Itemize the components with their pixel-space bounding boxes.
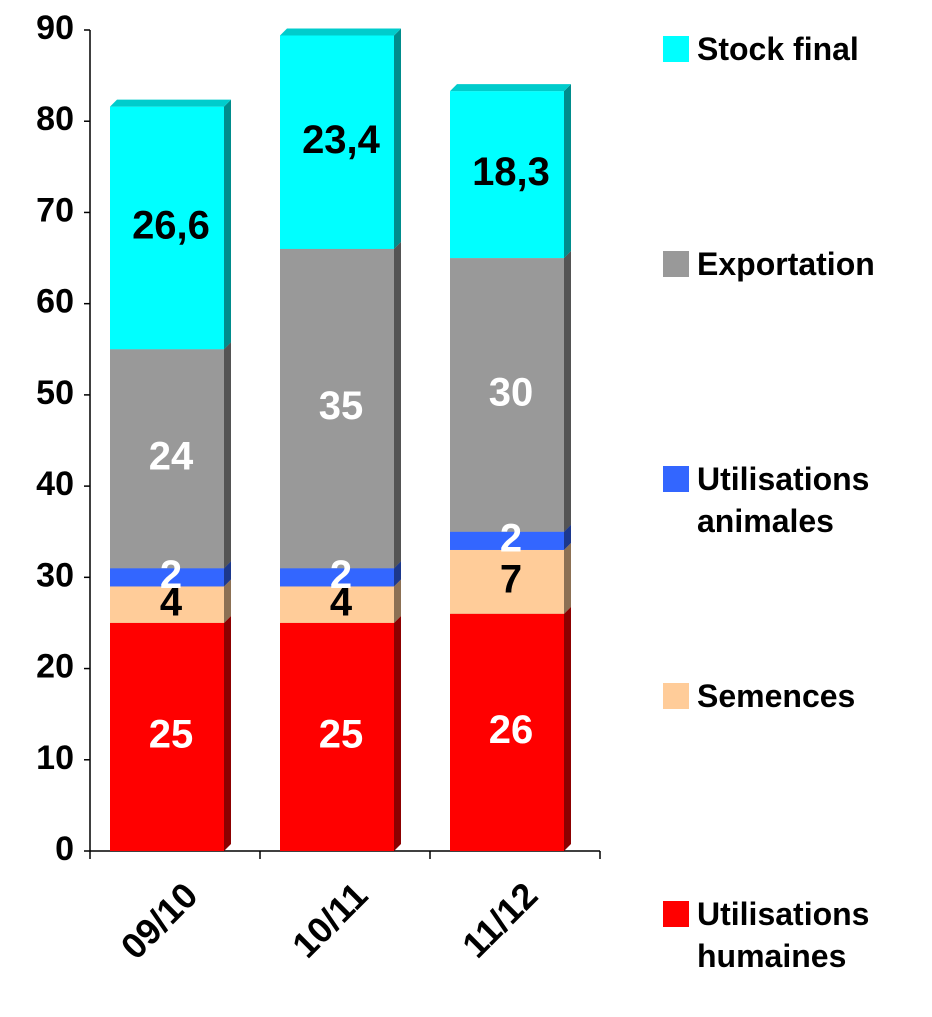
y-tick-label: 40 — [36, 465, 74, 503]
bar-side — [564, 251, 571, 532]
x-tick-label: 10/11 — [284, 874, 375, 965]
bar-segment — [280, 28, 401, 249]
data-label: 30 — [489, 370, 534, 414]
y-tick-label: 10 — [36, 739, 74, 777]
legend-swatch — [663, 901, 689, 927]
bar-side — [224, 579, 231, 623]
data-label: 4 — [330, 580, 353, 624]
data-label: 26,6 — [132, 204, 210, 248]
bar-side — [394, 561, 401, 587]
legend-item: Utilisations humaines — [663, 893, 927, 977]
bar-side — [564, 524, 571, 550]
legend-swatch — [663, 683, 689, 709]
bar-top — [280, 28, 401, 36]
bar-front — [280, 248, 394, 569]
bar-side — [564, 84, 571, 259]
data-label: 26 — [489, 708, 534, 752]
legend-swatch — [663, 251, 689, 277]
legend-swatch — [663, 466, 689, 492]
data-label: 2 — [160, 553, 182, 597]
bar-segment — [280, 615, 401, 851]
bar-side — [564, 606, 571, 851]
data-label: 2 — [330, 553, 352, 597]
bar-side — [564, 542, 571, 614]
x-tick-label: 11/12 — [454, 874, 545, 965]
bar-front — [450, 91, 564, 259]
y-tick-label: 70 — [36, 191, 74, 229]
bar-segment — [280, 241, 401, 569]
bar-segment — [450, 251, 571, 532]
bar-front — [280, 622, 394, 851]
bar-front — [110, 106, 224, 350]
bar-side — [224, 342, 231, 569]
bar-front — [450, 258, 564, 532]
legend-label: Semences — [697, 678, 856, 714]
bar-front — [450, 613, 564, 851]
data-label: 7 — [500, 557, 522, 601]
bar-front — [110, 568, 224, 587]
legend-label: Stock final — [697, 31, 859, 67]
y-tick-label: 50 — [36, 374, 74, 412]
bar-top — [110, 99, 231, 107]
bar-front — [450, 549, 564, 614]
legend-label: Utilisations animales — [697, 461, 870, 539]
bar-front — [280, 586, 394, 623]
bar-front — [450, 531, 564, 550]
y-tick-label: 20 — [36, 648, 74, 686]
bar-side — [394, 615, 401, 851]
data-label: 25 — [149, 713, 194, 757]
bar-side — [394, 579, 401, 623]
bar-side — [224, 615, 231, 851]
data-label: 4 — [160, 580, 183, 624]
data-label: 18,3 — [472, 150, 550, 194]
bar-front — [110, 349, 224, 569]
data-label: 23,4 — [302, 118, 381, 162]
bar-top — [450, 84, 571, 92]
bar-segment — [110, 99, 231, 350]
data-label: 2 — [500, 516, 522, 560]
y-tick-label: 30 — [36, 556, 74, 594]
bar-side — [394, 241, 401, 569]
legend-label: Utilisations humaines — [697, 896, 870, 974]
bar-side — [224, 561, 231, 587]
bar-side — [394, 28, 401, 249]
legend-swatch — [663, 36, 689, 62]
legend-label: Exportation — [697, 246, 875, 282]
legend-item: Stock final — [663, 28, 927, 70]
bar-front — [110, 586, 224, 623]
y-tick-label: 0 — [55, 830, 74, 868]
y-tick-label: 80 — [36, 100, 74, 138]
bar-front — [110, 622, 224, 851]
bar-front — [280, 35, 394, 249]
x-tick-label: 09/10 — [113, 874, 206, 967]
bar-side — [224, 99, 231, 350]
bar-segment — [450, 84, 571, 259]
legend-item: Utilisations animales — [663, 458, 927, 542]
data-label: 35 — [319, 384, 364, 428]
legend-item: Exportation — [663, 243, 927, 285]
y-tick-label: 90 — [36, 9, 74, 47]
data-label: 24 — [149, 434, 194, 478]
bar-front — [280, 568, 394, 587]
legend-item: Semences — [663, 675, 927, 717]
data-label: 25 — [319, 713, 364, 757]
y-tick-label: 60 — [36, 283, 74, 321]
